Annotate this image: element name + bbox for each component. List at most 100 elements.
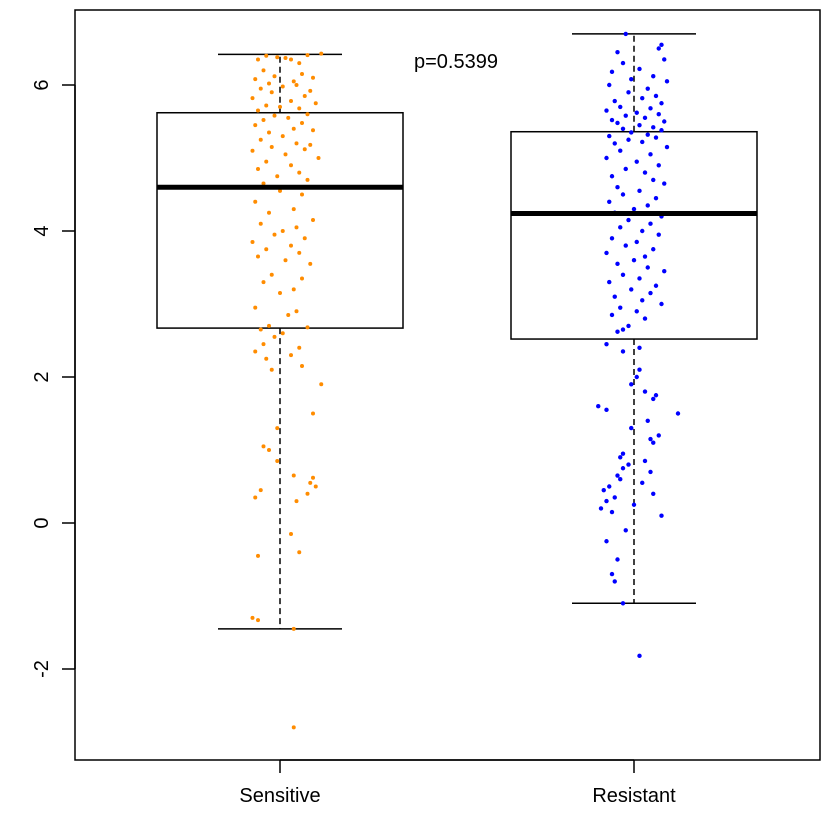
data-point [607, 484, 612, 489]
data-point [629, 76, 634, 82]
data-point [267, 130, 271, 135]
data-point [269, 145, 274, 150]
data-point [253, 495, 258, 500]
data-point [615, 329, 620, 334]
data-point [623, 243, 628, 248]
data-point [291, 473, 296, 478]
data-point [267, 210, 271, 215]
data-point [305, 53, 310, 58]
data-point [637, 188, 642, 194]
data-point [289, 243, 293, 248]
data-point [297, 170, 302, 175]
data-point [294, 309, 299, 314]
data-point [612, 579, 617, 584]
data-point [626, 323, 631, 329]
data-point [253, 349, 258, 354]
data-point [294, 225, 299, 230]
data-point [294, 141, 299, 146]
data-point [607, 82, 612, 88]
data-point [662, 268, 667, 274]
data-point [651, 177, 656, 183]
data-point [604, 341, 609, 347]
data-point [640, 95, 645, 101]
data-point [264, 53, 269, 58]
data-point [615, 185, 620, 190]
data-point [615, 261, 620, 267]
data-point [275, 426, 280, 431]
data-point [651, 125, 656, 130]
data-point [659, 101, 664, 106]
data-point [620, 451, 626, 456]
data-point [297, 61, 302, 66]
data-point [637, 66, 642, 72]
data-point [256, 108, 260, 113]
data-point [618, 477, 623, 482]
data-point [289, 163, 293, 168]
data-point [313, 101, 318, 106]
data-point [297, 550, 302, 555]
data-point [253, 199, 258, 204]
data-point [675, 411, 681, 416]
data-point [651, 247, 656, 252]
data-point [618, 148, 623, 153]
data-point [258, 327, 263, 332]
data-point [272, 113, 277, 118]
data-point [311, 411, 315, 416]
data-point [283, 258, 288, 263]
data-point [648, 106, 653, 111]
iqr-box [510, 130, 758, 340]
data-point [300, 72, 304, 77]
box-group [510, 31, 758, 659]
data-point [286, 115, 291, 120]
data-point [623, 31, 628, 37]
data-point [620, 327, 626, 332]
data-point [609, 509, 615, 515]
data-point [648, 469, 653, 475]
data-point [264, 356, 269, 361]
iqr-box [156, 111, 404, 329]
data-point [250, 96, 255, 101]
data-point [623, 528, 628, 533]
data-point [291, 287, 296, 292]
data-point [256, 254, 260, 259]
data-point [659, 513, 664, 518]
data-point [256, 166, 260, 171]
data-point [615, 557, 620, 562]
data-point [294, 499, 299, 504]
data-point [264, 159, 269, 164]
data-point [609, 117, 615, 123]
data-point [289, 57, 293, 62]
x-tick-label: Sensitive [239, 785, 320, 807]
x-tick-label: Resistant [592, 785, 676, 807]
data-point [651, 440, 656, 445]
data-point [631, 502, 637, 507]
data-point [634, 159, 639, 164]
data-point [662, 119, 667, 124]
data-point [267, 448, 271, 452]
data-point [640, 139, 645, 145]
data-point [612, 141, 617, 146]
data-point [297, 250, 302, 255]
data-point [609, 312, 615, 318]
data-point [662, 57, 667, 62]
data-point [604, 250, 609, 256]
data-point [659, 42, 664, 48]
data-point [272, 74, 277, 79]
data-point [289, 531, 293, 536]
data-point [607, 199, 612, 204]
data-point [607, 279, 612, 285]
data-point [598, 506, 604, 511]
data-point [256, 618, 260, 623]
data-point [258, 488, 263, 493]
data-point [308, 142, 313, 147]
data-point [645, 203, 650, 208]
data-point [651, 74, 656, 79]
x-axis: Sensitive Resistant [239, 759, 676, 807]
data-point [653, 135, 659, 140]
data-point [631, 258, 637, 263]
data-point [651, 491, 656, 496]
data-point [604, 155, 609, 161]
data-point [637, 367, 642, 372]
data-point [612, 98, 617, 104]
data-point [645, 86, 650, 91]
